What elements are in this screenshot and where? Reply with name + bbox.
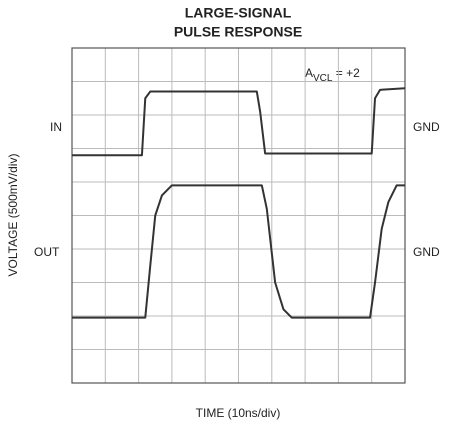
gain-main: A (305, 66, 313, 80)
y-axis-label: VOLTAGE (500mV/div) (6, 154, 20, 277)
gain-annotation: AVCL = +2 (305, 66, 360, 83)
chart-title-line: PULSE RESPONSE (174, 24, 302, 40)
trace (72, 184, 405, 319)
out-label: OUT (34, 245, 60, 259)
trace (72, 87, 406, 157)
chart-title-line: LARGE-SIGNAL (185, 5, 292, 21)
gnd-label: GND (413, 245, 440, 259)
gain-rest: = +2 (332, 66, 360, 80)
plot-border (71, 47, 406, 384)
in-label: IN (50, 120, 62, 134)
gnd-label: GND (413, 120, 440, 134)
gain-sub: VCL (313, 73, 333, 84)
x-axis-label: TIME (10ns/div) (196, 406, 281, 420)
